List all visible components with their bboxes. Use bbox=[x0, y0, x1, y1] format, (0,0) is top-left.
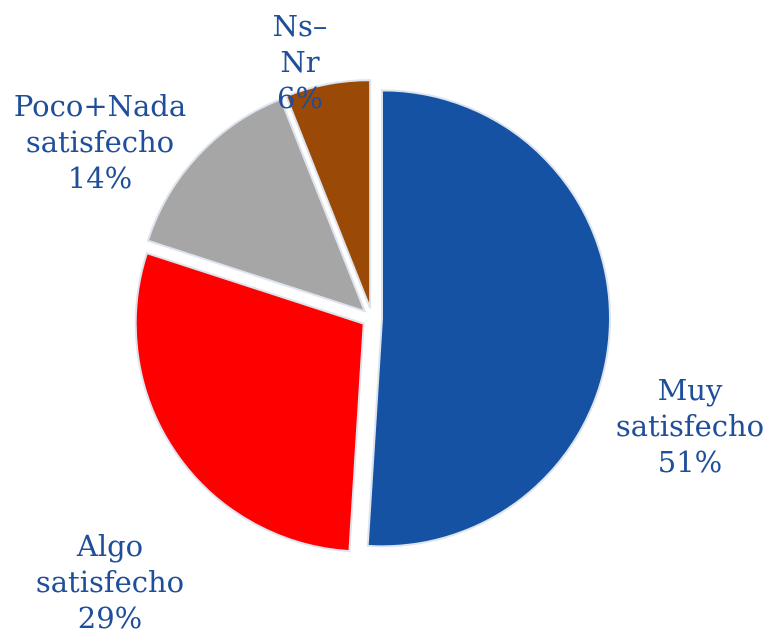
slice-label: Poco+Nada satisfecho 14% bbox=[14, 88, 186, 196]
value-label: 51% bbox=[657, 445, 723, 479]
pie-slice bbox=[134, 251, 365, 553]
category-label: Algo satisfecho bbox=[35, 529, 185, 599]
category-label: Muy satisfecho bbox=[615, 373, 765, 443]
slice-label: Ns–Nr 6% bbox=[273, 8, 328, 116]
category-label: Poco+Nada satisfecho bbox=[13, 89, 187, 159]
slice-label: Algo satisfecho 29% bbox=[36, 528, 184, 636]
category-label: Ns–Nr bbox=[272, 9, 328, 79]
value-label: 29% bbox=[77, 601, 143, 635]
slice-label: Muy satisfecho 51% bbox=[616, 372, 764, 480]
pie-slice bbox=[146, 97, 367, 313]
value-label: 6% bbox=[276, 81, 324, 115]
pie-slice bbox=[284, 79, 372, 309]
value-label: 14% bbox=[67, 161, 133, 195]
pie-slice bbox=[366, 89, 611, 548]
